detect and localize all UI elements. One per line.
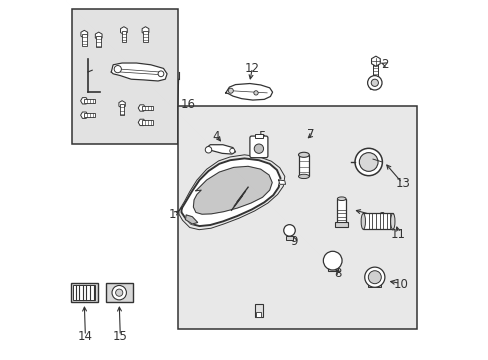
Bar	[373, 61, 378, 76]
Bar	[337, 199, 346, 223]
Text: 3: 3	[368, 80, 375, 93]
Bar	[285, 236, 292, 240]
Bar	[142, 106, 152, 110]
Circle shape	[112, 285, 126, 300]
Polygon shape	[225, 84, 272, 100]
Circle shape	[367, 271, 381, 284]
Text: 9: 9	[290, 235, 297, 248]
Polygon shape	[120, 27, 127, 35]
Polygon shape	[371, 56, 380, 66]
Polygon shape	[185, 215, 197, 224]
Circle shape	[115, 289, 122, 296]
Polygon shape	[111, 63, 167, 81]
Ellipse shape	[337, 197, 346, 201]
Text: 14: 14	[78, 330, 93, 343]
Bar	[367, 280, 381, 287]
Bar	[335, 222, 347, 227]
Bar	[327, 261, 337, 271]
Bar	[298, 155, 309, 176]
Circle shape	[370, 79, 378, 86]
Ellipse shape	[298, 152, 309, 157]
Circle shape	[228, 88, 233, 93]
Text: 10: 10	[393, 278, 407, 291]
Bar	[178, 106, 416, 329]
Text: 15: 15	[113, 330, 127, 343]
Circle shape	[158, 71, 163, 77]
Circle shape	[254, 144, 263, 153]
Circle shape	[229, 148, 234, 153]
Bar	[82, 34, 86, 45]
Bar	[96, 36, 101, 47]
Bar	[73, 285, 95, 300]
Bar	[72, 9, 178, 144]
Text: 6: 6	[377, 211, 384, 224]
Text: 2: 2	[380, 58, 388, 71]
Bar	[143, 31, 147, 42]
Polygon shape	[81, 30, 87, 38]
Text: 16: 16	[180, 98, 195, 111]
Polygon shape	[81, 98, 88, 104]
Bar	[255, 134, 262, 138]
FancyBboxPatch shape	[249, 136, 267, 158]
Polygon shape	[119, 101, 125, 108]
Text: 11: 11	[390, 228, 405, 240]
Text: 13: 13	[395, 177, 409, 190]
Circle shape	[359, 153, 377, 171]
Text: 7: 7	[307, 129, 314, 141]
Polygon shape	[95, 32, 102, 40]
Bar	[255, 312, 261, 317]
Bar	[122, 31, 126, 42]
Circle shape	[323, 251, 342, 270]
Circle shape	[283, 225, 295, 236]
Text: 12: 12	[244, 62, 259, 75]
Polygon shape	[193, 166, 272, 214]
Polygon shape	[138, 119, 145, 126]
Circle shape	[354, 148, 382, 176]
Circle shape	[205, 147, 211, 153]
Text: 8: 8	[334, 267, 341, 280]
Bar	[142, 120, 152, 125]
Text: 4: 4	[211, 130, 219, 143]
Bar	[254, 304, 262, 317]
Ellipse shape	[361, 213, 365, 229]
Circle shape	[367, 76, 381, 90]
Polygon shape	[81, 112, 88, 118]
Bar	[105, 283, 133, 302]
Ellipse shape	[390, 213, 394, 229]
Ellipse shape	[298, 174, 309, 179]
Polygon shape	[206, 145, 235, 154]
Bar	[84, 113, 95, 117]
Polygon shape	[138, 105, 145, 111]
Text: 5: 5	[258, 130, 265, 143]
Polygon shape	[278, 180, 285, 184]
Bar	[363, 213, 392, 229]
Circle shape	[364, 267, 384, 287]
Bar	[120, 104, 124, 115]
Circle shape	[114, 66, 121, 73]
Bar	[84, 99, 95, 103]
Polygon shape	[142, 27, 148, 35]
Text: 1: 1	[168, 208, 176, 221]
Polygon shape	[181, 158, 280, 226]
Circle shape	[253, 91, 258, 95]
Bar	[70, 283, 98, 302]
